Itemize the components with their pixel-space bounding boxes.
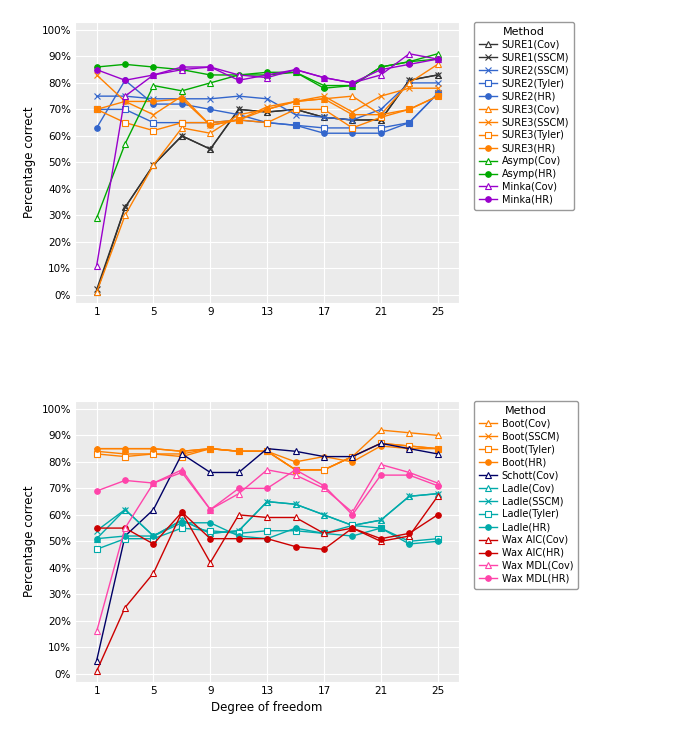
- X-axis label: Degree of freedom: Degree of freedom: [212, 701, 323, 715]
- Y-axis label: Percentage correct: Percentage correct: [23, 485, 36, 597]
- Legend: Boot(Cov), Boot(SSCM), Boot(Tyler), Boot(HR), Schott(Cov), Ladle(Cov), Ladle(SSC: Boot(Cov), Boot(SSCM), Boot(Tyler), Boot…: [474, 401, 578, 589]
- Y-axis label: Percentage correct: Percentage correct: [23, 106, 36, 218]
- Legend: SURE1(Cov), SURE1(SSCM), SURE2(SSCM), SURE2(Tyler), SURE2(HR), SURE3(Cov), SURE3: SURE1(Cov), SURE1(SSCM), SURE2(SSCM), SU…: [474, 22, 574, 210]
